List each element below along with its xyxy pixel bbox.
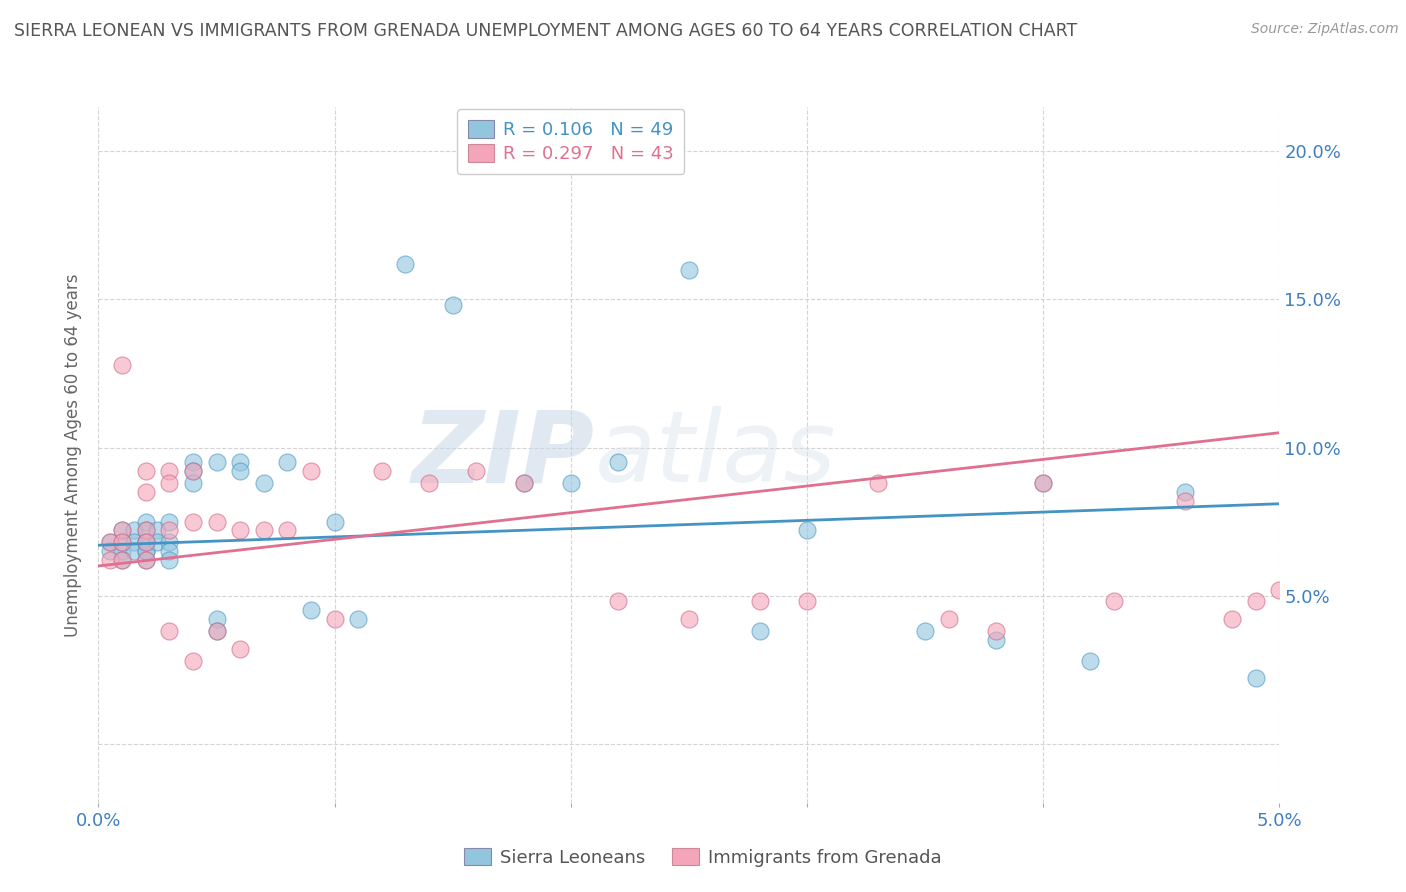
Point [135, 484, 157, 499]
Point [678, 612, 700, 626]
Point [1220, 612, 1243, 626]
Point [1032, 476, 1054, 491]
Point [135, 553, 157, 567]
Point [98, 535, 121, 549]
Point [135, 553, 157, 567]
Point [229, 464, 252, 478]
Point [157, 535, 180, 549]
Point [299, 464, 322, 478]
Point [796, 524, 818, 538]
Text: Source: ZipAtlas.com: Source: ZipAtlas.com [1251, 22, 1399, 37]
Point [135, 535, 157, 549]
Point [157, 624, 180, 638]
Point [866, 476, 889, 491]
Point [111, 544, 134, 558]
Point [181, 476, 204, 491]
Point [111, 553, 134, 567]
Point [229, 641, 252, 656]
Point [323, 612, 346, 626]
Point [1080, 654, 1102, 668]
Point [1102, 594, 1125, 608]
Point [111, 535, 134, 549]
Point [1244, 594, 1267, 608]
Point [205, 624, 228, 638]
Y-axis label: Unemployment Among Ages 60 to 64 years: Unemployment Among Ages 60 to 64 years [65, 273, 83, 637]
Point [1174, 484, 1197, 499]
Point [98, 535, 121, 549]
Point [512, 476, 534, 491]
Point [914, 624, 936, 638]
Point [122, 544, 145, 558]
Point [418, 476, 440, 491]
Point [135, 544, 157, 558]
Point [1174, 493, 1197, 508]
Point [135, 464, 157, 478]
Point [111, 358, 134, 372]
Point [181, 464, 204, 478]
Point [607, 455, 630, 469]
Text: ZIP: ZIP [412, 407, 595, 503]
Point [323, 515, 346, 529]
Point [135, 544, 157, 558]
Point [394, 257, 416, 271]
Point [157, 464, 180, 478]
Point [607, 594, 630, 608]
Point [205, 515, 228, 529]
Point [560, 476, 582, 491]
Point [229, 524, 252, 538]
Point [796, 594, 818, 608]
Point [157, 476, 180, 491]
Point [347, 612, 370, 626]
Point [111, 524, 134, 538]
Text: SIERRA LEONEAN VS IMMIGRANTS FROM GRENADA UNEMPLOYMENT AMONG AGES 60 TO 64 YEARS: SIERRA LEONEAN VS IMMIGRANTS FROM GRENAD… [14, 22, 1077, 40]
Point [98, 553, 121, 567]
Point [299, 603, 322, 617]
Point [748, 594, 770, 608]
Point [229, 455, 252, 469]
Point [181, 515, 204, 529]
Point [465, 464, 488, 478]
Point [135, 535, 157, 549]
Point [984, 624, 1007, 638]
Point [512, 476, 534, 491]
Point [253, 476, 276, 491]
Point [122, 524, 145, 538]
Point [135, 515, 157, 529]
Point [181, 455, 204, 469]
Point [984, 632, 1007, 647]
Point [157, 515, 180, 529]
Point [135, 524, 157, 538]
Text: atlas: atlas [595, 407, 837, 503]
Legend: R = 0.106   N = 49, R = 0.297   N = 43: R = 0.106 N = 49, R = 0.297 N = 43 [457, 109, 685, 174]
Point [253, 524, 276, 538]
Point [1244, 672, 1267, 686]
Legend: Sierra Leoneans, Immigrants from Grenada: Sierra Leoneans, Immigrants from Grenada [457, 841, 949, 874]
Point [111, 535, 134, 549]
Point [135, 524, 157, 538]
Point [111, 553, 134, 567]
Point [146, 524, 169, 538]
Point [1032, 476, 1054, 491]
Point [276, 524, 298, 538]
Point [938, 612, 960, 626]
Point [205, 455, 228, 469]
Point [146, 535, 169, 549]
Point [748, 624, 770, 638]
Point [157, 524, 180, 538]
Point [181, 654, 204, 668]
Point [276, 455, 298, 469]
Point [1268, 582, 1291, 597]
Point [111, 524, 134, 538]
Point [157, 553, 180, 567]
Point [122, 535, 145, 549]
Point [205, 612, 228, 626]
Point [181, 464, 204, 478]
Point [371, 464, 394, 478]
Point [678, 263, 700, 277]
Point [157, 544, 180, 558]
Point [98, 544, 121, 558]
Point [441, 298, 464, 312]
Point [205, 624, 228, 638]
Point [135, 535, 157, 549]
